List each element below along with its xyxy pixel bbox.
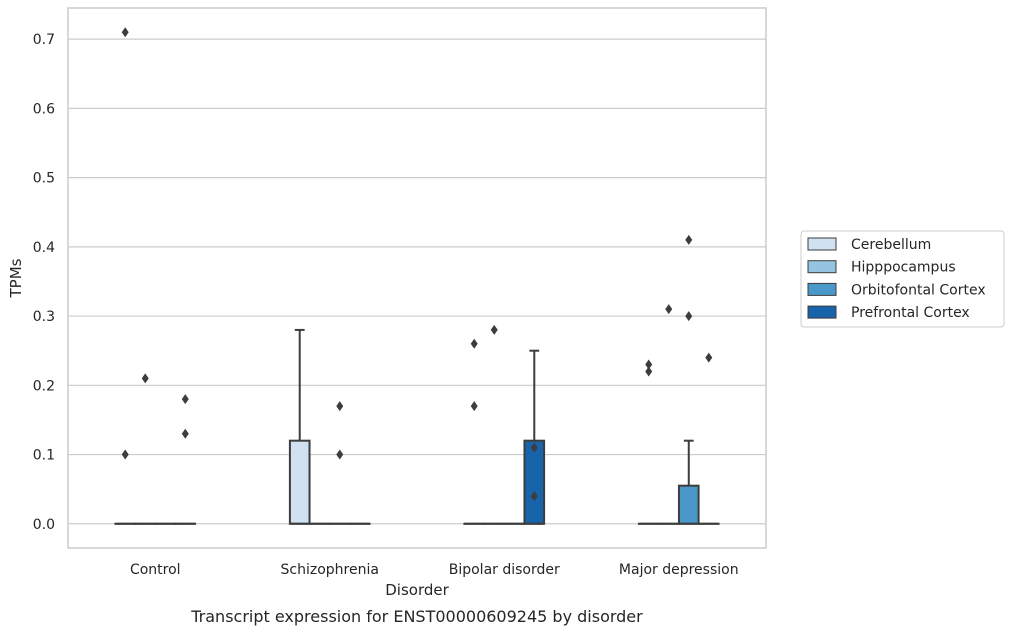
y-axis: 0.0 0.1 0.2 0.3 0.4 0.5 0.6 0.7 [33,32,55,533]
outlier-point [645,359,653,370]
x-tick-label: Control [130,562,181,578]
y-axis-label: TPMs [7,258,25,298]
box-cerebellum [637,359,660,525]
box-plots [114,27,720,525]
box-cerebellum [463,338,486,525]
outlier-point [336,401,344,412]
outlier-point [665,304,673,315]
legend-swatch [807,237,837,251]
outlier-point [530,442,538,453]
box-prefrontal-cortex [697,352,720,525]
outlier-point [181,428,189,439]
outlier-point [121,27,129,38]
outlier-point [470,401,478,412]
y-tick-label: 0.7 [33,32,55,48]
outlier-point [685,234,693,245]
outlier-point [470,338,478,349]
y-tick-label: 0.3 [33,309,55,325]
y-tick-label: 0.4 [33,240,55,256]
x-tick-label: Bipolar disorder [449,562,560,578]
grid-lines [68,38,766,525]
legend-label: Cerebellum [851,237,931,253]
outlier-point [181,394,189,405]
box-prefrontal-cortex [174,394,197,525]
box-body [677,484,700,525]
outlier-point [121,449,129,460]
x-tick-label: Major depression [619,562,739,578]
outlier-point [141,373,149,384]
y-tick-label: 0.2 [33,378,55,394]
box-body [523,439,546,525]
legend: Cerebellum Hipppocampus Orbitofontal Corte… [800,230,1005,328]
legend-label: Prefrontal Cortex [851,305,970,321]
box-body [288,439,311,525]
legend-frame [800,230,1005,328]
x-tick-label: Schizophrenia [281,562,379,578]
outlier-point [685,311,693,322]
legend-swatch [807,260,837,274]
x-axis-label: Disorder [385,581,449,599]
box-hipppocampus [134,373,157,525]
outlier-point [645,366,653,377]
x-axis: Control Schizophrenia Bipolar disorder Majo… [130,562,739,578]
legend-label: Orbitofontal Cortex [851,282,986,298]
legend-swatch [807,282,837,296]
outlier-point [705,352,713,363]
legend-label: Hipppocampus [851,260,956,276]
box-cerebellum [114,27,137,525]
outlier-point [530,491,538,502]
box-prefrontal-cortex [523,349,546,525]
box-cerebellum [288,328,311,525]
plot-frame [67,7,767,549]
outlier-point [490,324,498,335]
y-tick-label: 0.6 [33,101,55,117]
y-tick-label: 0.0 [33,517,55,533]
box-orbitofontal-cortex [677,234,700,525]
outlier-point [336,449,344,460]
box-orbitofontal-cortex [328,401,351,525]
legend-swatch [807,305,837,319]
chart-caption: Transcript expression for ENST0000060924… [190,607,643,626]
box-hipppocampus [657,304,680,525]
y-tick-label: 0.5 [33,171,55,187]
y-tick-label: 0.1 [33,448,55,464]
box-hipppocampus [483,324,506,525]
